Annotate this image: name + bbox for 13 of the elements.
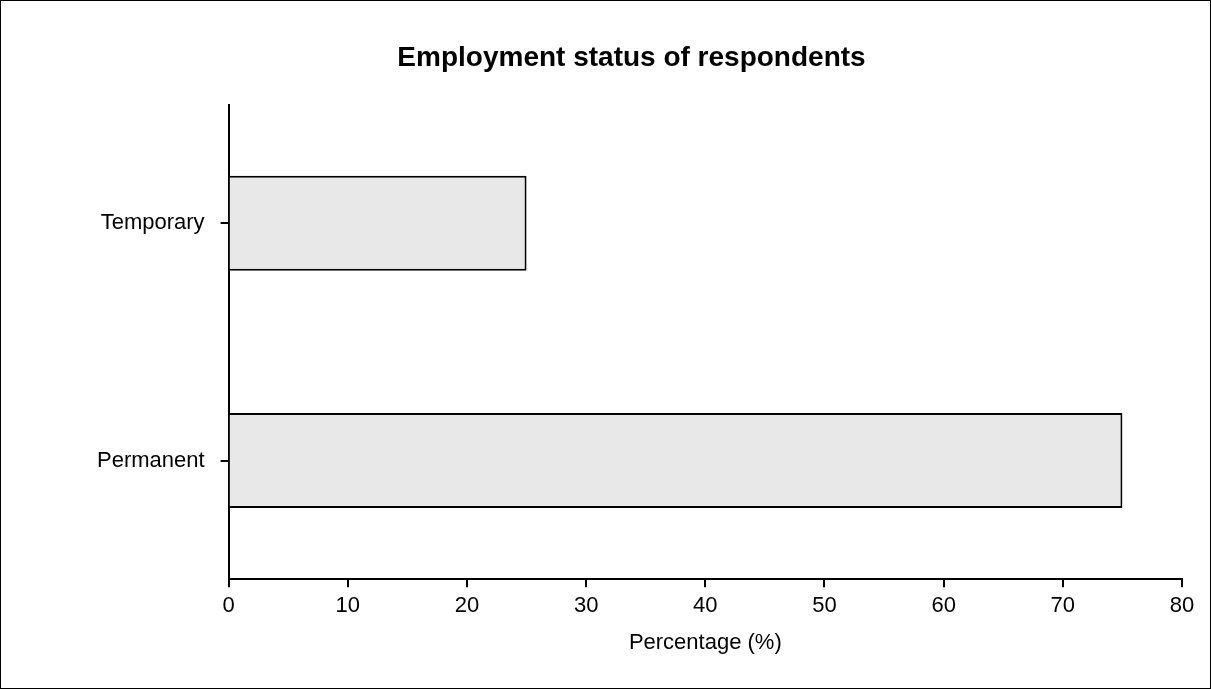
x-tick-label: 0 (222, 592, 235, 618)
y-tick-label: Permanent (96, 446, 205, 472)
x-tick-label: 20 (454, 592, 480, 618)
x-tick-label: 40 (693, 592, 718, 618)
y-tick-label: Temporary (100, 209, 205, 235)
x-axis-title: Percentage (%) (628, 628, 782, 654)
x-tick-label: 70 (1050, 592, 1076, 618)
x-tick-label: 80 (1169, 592, 1195, 618)
chart-title: Employment status of respondents (397, 40, 866, 72)
x-tick-label: 60 (931, 592, 956, 618)
x-tick-label: 30 (573, 592, 599, 618)
x-tick-label: 10 (335, 592, 361, 618)
x-tick-label: 50 (812, 592, 837, 618)
